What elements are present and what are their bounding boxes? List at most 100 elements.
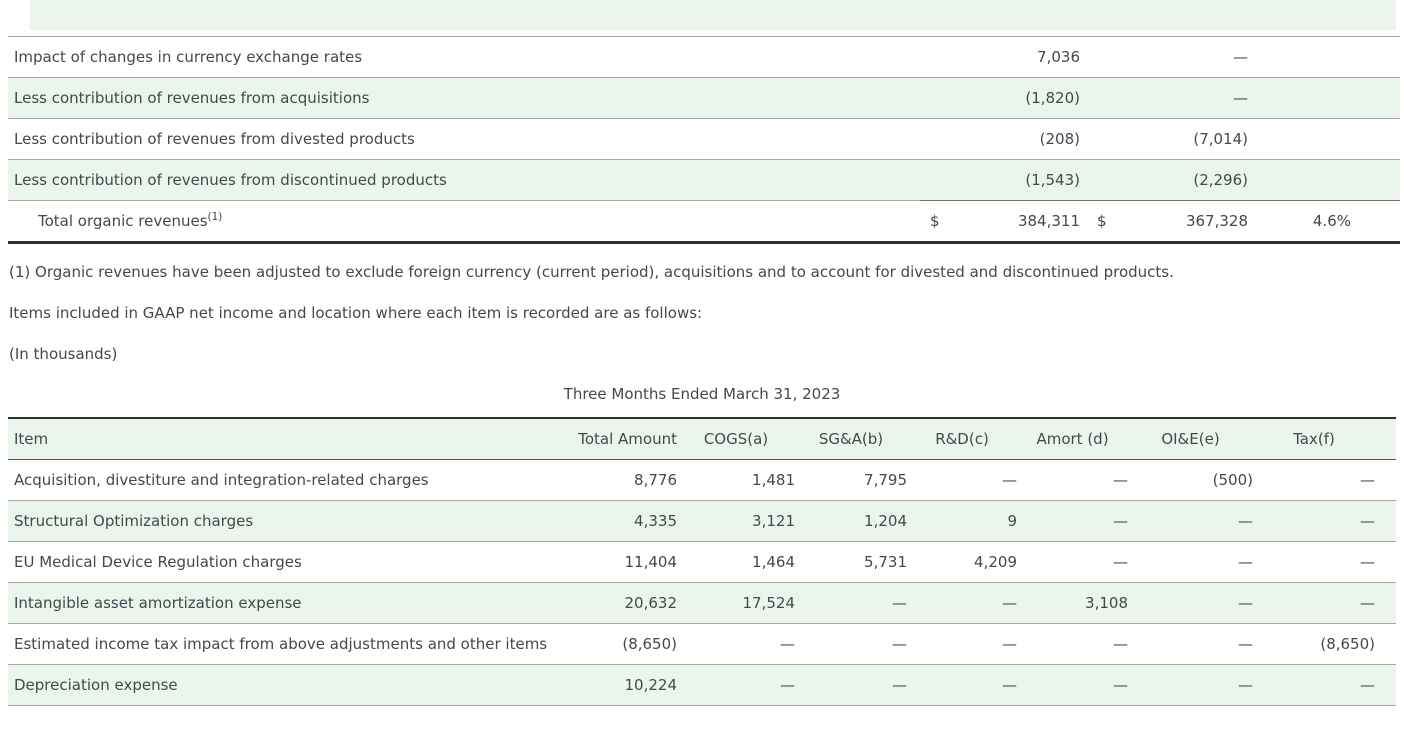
value-cell: — xyxy=(1238,553,1253,571)
gaap-intro-text: Items included in GAAP net income and lo… xyxy=(9,304,703,322)
column-header-r-d-c: R&D(c) xyxy=(935,430,989,448)
currency-cell xyxy=(920,37,945,78)
currency-cell xyxy=(920,160,945,201)
value-cell: 3,108 xyxy=(1085,594,1128,612)
value-cell: — xyxy=(1238,635,1253,653)
value-cell: (500) xyxy=(1212,471,1253,489)
row-label: Impact of changes in currency exchange r… xyxy=(14,48,363,66)
column-header-sg-a-b: SG&A(b) xyxy=(818,430,884,448)
value-cell: — xyxy=(1002,594,1017,612)
value-cell: 11,404 xyxy=(624,553,678,571)
percent-cell xyxy=(1248,119,1400,160)
item-label: Intangible asset amortization expense xyxy=(14,594,302,612)
organic-revenues-total: Total organic revenues(1) $ 384,311 $ 36… xyxy=(8,200,1400,243)
column-header-item: Item xyxy=(14,430,49,448)
currency-cell xyxy=(1080,160,1110,201)
value-cell: — xyxy=(1360,512,1375,530)
value-cell: — xyxy=(1360,471,1375,489)
table-row: Less contribution of revenues from dives… xyxy=(8,119,1400,160)
organic-revenues-table: Impact of changes in currency exchange r… xyxy=(8,36,1400,244)
table-row: Depreciation expense 10,224 — — — — — — xyxy=(8,664,1396,706)
value-cell: (8,650) xyxy=(1320,635,1375,653)
total-organic-revenues-row: Total organic revenues(1) $ 384,311 $ 36… xyxy=(8,200,1400,243)
table-row: Estimated income tax impact from above a… xyxy=(8,624,1396,665)
growth-percent: 4.6% xyxy=(1248,200,1400,243)
value-cell: 1,481 xyxy=(752,471,795,489)
currency-cell xyxy=(920,119,945,160)
value-cell: 4,209 xyxy=(974,553,1017,571)
item-label: Structural Optimization charges xyxy=(14,512,254,530)
value-current: 7,036 xyxy=(1037,48,1080,66)
value-current: (1,820) xyxy=(1025,89,1080,107)
column-header-cogs-a: COGS(a) xyxy=(703,430,769,448)
value-cell: — xyxy=(892,635,907,653)
value-cell: — xyxy=(1360,676,1375,694)
column-header-amort-d: Amort (d) xyxy=(1036,430,1109,448)
value-cell: — xyxy=(1113,553,1128,571)
currency-cell xyxy=(1080,37,1110,78)
column-header-total-amount: Total Amount xyxy=(578,430,677,448)
percent-cell xyxy=(1248,78,1400,119)
total-value-current: 384,311 xyxy=(945,200,1080,243)
partial-row-band xyxy=(30,0,1396,30)
value-cell: — xyxy=(1238,676,1253,694)
table-row: Structural Optimization charges 4,335 3,12… xyxy=(8,500,1396,542)
item-label: Estimated income tax impact from above a… xyxy=(14,635,548,653)
gaap-items-table: Item Total Amount COGS(a) SG&A(b) R&D(c) Amor… xyxy=(8,417,1396,706)
column-header-oi-e-e: OI&E(e) xyxy=(1161,430,1220,448)
column-header-tax-f: Tax(f) xyxy=(1293,430,1335,448)
value-prior: (7,014) xyxy=(1193,130,1248,148)
value-cell: — xyxy=(1002,471,1017,489)
value-cell: — xyxy=(1360,594,1375,612)
value-cell: — xyxy=(1113,512,1128,530)
percent-cell xyxy=(1248,160,1400,201)
table-row: Acquisition, divestiture and integration… xyxy=(8,460,1396,501)
percent-cell xyxy=(1248,37,1400,78)
table-row: Less contribution of revenues from acqui… xyxy=(8,77,1400,119)
value-cell: 20,632 xyxy=(624,594,678,612)
value-cell: 8,776 xyxy=(634,471,677,489)
value-cell: 5,731 xyxy=(864,553,907,571)
value-cell: 1,204 xyxy=(864,512,907,530)
table-row: Less contribution of revenues from disco… xyxy=(8,159,1400,201)
currency-symbol-current: $ xyxy=(920,200,945,243)
value-cell: 7,795 xyxy=(864,471,907,489)
value-cell: — xyxy=(1113,635,1128,653)
item-label: Acquisition, divestiture and integration… xyxy=(14,471,429,489)
value-cell: — xyxy=(892,676,907,694)
currency-cell xyxy=(920,78,945,119)
row-label: Total organic revenues(1) xyxy=(8,201,920,243)
value-cell: — xyxy=(1002,635,1017,653)
organic-revenues-rows: Impact of changes in currency exchange r… xyxy=(8,37,1400,201)
financial-report-page: Impact of changes in currency exchange r… xyxy=(8,0,1400,706)
value-cell: 10,224 xyxy=(624,676,678,694)
row-label: Less contribution of revenues from acqui… xyxy=(14,89,370,107)
value-cell: — xyxy=(780,635,795,653)
footnote-1: (1) Organic revenues have been adjusted … xyxy=(9,263,1174,281)
value-cell: — xyxy=(780,676,795,694)
units-note: (In thousands) xyxy=(9,345,118,363)
value-prior: — xyxy=(1233,48,1248,66)
value-cell: 9 xyxy=(1007,512,1017,530)
period-title: Three Months Ended March 31, 2023 xyxy=(563,385,841,403)
footnote-marker: (1) xyxy=(207,211,223,223)
value-cell: 4,335 xyxy=(634,512,677,530)
item-label: Depreciation expense xyxy=(14,676,178,694)
total-label-text: Total organic revenues xyxy=(38,212,208,230)
row-label: Less contribution of revenues from disco… xyxy=(14,171,447,189)
value-cell: — xyxy=(1113,676,1128,694)
value-current: (208) xyxy=(1039,130,1080,148)
row-label: Less contribution of revenues from dives… xyxy=(14,130,415,148)
value-cell: — xyxy=(1238,594,1253,612)
value-current: (1,543) xyxy=(1025,171,1080,189)
value-prior: — xyxy=(1233,89,1248,107)
value-cell: 17,524 xyxy=(742,594,796,612)
currency-symbol-prior: $ xyxy=(1080,200,1110,243)
table-row: EU Medical Device Regulation charges 11,4… xyxy=(8,542,1396,583)
item-label: EU Medical Device Regulation charges xyxy=(14,553,302,571)
value-cell: 1,464 xyxy=(752,553,795,571)
value-prior: (2,296) xyxy=(1193,171,1248,189)
table-row: Impact of changes in currency exchange r… xyxy=(8,37,1400,78)
table-row: Intangible asset amortization expense 20,… xyxy=(8,582,1396,624)
gaap-items-rows: Acquisition, divestiture and integration… xyxy=(8,460,1396,706)
